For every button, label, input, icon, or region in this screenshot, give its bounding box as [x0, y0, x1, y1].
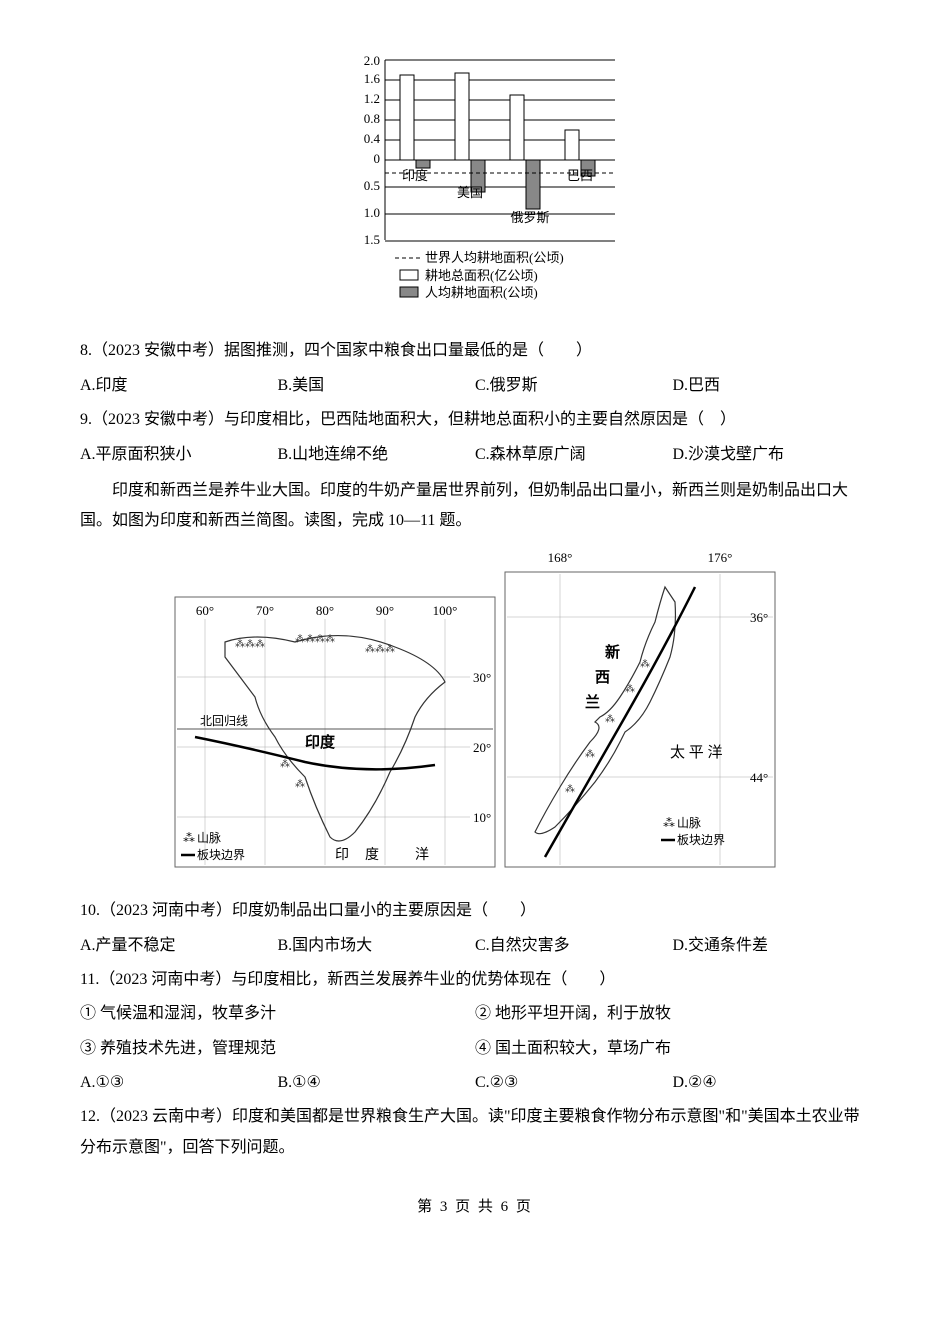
- page-footer: 第 3 页 共 6 页: [80, 1193, 870, 1222]
- category-label: 印度: [402, 168, 428, 183]
- category-label: 美国: [457, 185, 483, 200]
- intro-paragraph-2: 印度和新西兰是养牛业大国。印度的牛奶产量居世界前列，但奶制品出口量小，新西兰则是…: [80, 476, 870, 537]
- bar-total: [455, 73, 469, 160]
- lon-label: 80°: [316, 603, 334, 618]
- ytick-label: 0.4: [364, 131, 381, 146]
- legend-label: 耕地总面积(亿公顷): [425, 268, 538, 283]
- option-a: A.印度: [80, 371, 278, 401]
- svg-text:⁂: ⁂: [585, 749, 595, 760]
- option-d: D.交通条件差: [673, 931, 871, 961]
- option-b: B.美国: [278, 371, 476, 401]
- option-b: B.山地连绵不绝: [278, 440, 476, 470]
- sub-option-3: ③ 养殖技术先进，管理规范: [80, 1034, 475, 1064]
- option-d: D.巴西: [673, 371, 871, 401]
- sub-option-2: ② 地形平坦开阔，利于放牧: [475, 999, 870, 1029]
- lat-label: 44°: [750, 770, 768, 785]
- question-8-options: A.印度 B.美国 C.俄罗斯 D.巴西: [80, 371, 870, 401]
- ytick-label: 0.5: [364, 178, 380, 193]
- lat-label: 10°: [473, 810, 491, 825]
- svg-text:⁂: ⁂: [640, 659, 650, 670]
- bar-chart-figure: 2.0 1.6 1.2 0.8 0.4 0 0.5 1.0 1.5 印度: [80, 40, 870, 311]
- ytick-label: 0: [374, 151, 381, 166]
- sub-option-1: ① 气候温和湿润，牧草多汁: [80, 999, 475, 1029]
- category-label: 俄罗斯: [510, 210, 549, 225]
- country-label-part: 西: [595, 669, 610, 686]
- svg-text:⁂⁂⁂⁂: ⁂⁂⁂⁂: [295, 634, 335, 645]
- lon-label: 100°: [433, 603, 458, 618]
- ytick-label: 1.2: [364, 91, 380, 106]
- sub-option-4: ④ 国土面积较大，草场广布: [475, 1034, 870, 1064]
- bar-total: [565, 130, 579, 160]
- legend-label: 人均耕地面积(公顷): [425, 285, 538, 300]
- lat-label: 30°: [473, 670, 491, 685]
- question-10-stem: 10.（2023 河南中考）印度奶制品出口量小的主要原因是（ ）: [80, 896, 870, 926]
- india-map-frame: [175, 597, 495, 867]
- nz-map-frame: [505, 572, 775, 867]
- legend-mountain-symbol: ⁂: [183, 831, 195, 845]
- option-c: C.俄罗斯: [475, 371, 673, 401]
- bar-chart-svg: 2.0 1.6 1.2 0.8 0.4 0 0.5 1.0 1.5 印度: [305, 40, 645, 300]
- legend-mountain: 山脉: [197, 830, 221, 845]
- bar-total: [510, 95, 524, 160]
- map-figure: 168° 176° 60° 70° 80° 90° 100° 30° 20° 1…: [80, 547, 870, 888]
- bar-percapita: [416, 160, 430, 168]
- tropic-label: 北回归线: [200, 714, 248, 728]
- legend-plate: 板块边界: [197, 848, 245, 862]
- maps-svg: 168° 176° 60° 70° 80° 90° 100° 30° 20° 1…: [165, 547, 785, 877]
- ytick-label: 1.0: [364, 205, 380, 220]
- ocean-label: 太 平 洋: [670, 744, 723, 761]
- country-label-part: 兰: [585, 693, 600, 711]
- option-d: D.沙漠戈壁广布: [673, 440, 871, 470]
- question-12-stem: 12.（2023 云南中考）印度和美国都是世界粮食生产大国。读"印度主要粮食作物…: [80, 1102, 870, 1163]
- bar-total: [400, 75, 414, 160]
- country-label: 印度: [305, 733, 336, 751]
- option-b: B.国内市场大: [278, 931, 476, 961]
- ocean-label: 洋: [415, 847, 429, 863]
- option-a: A.①③: [80, 1068, 278, 1098]
- ytick-label: 1.5: [364, 232, 380, 247]
- svg-text:⁂: ⁂: [625, 684, 635, 695]
- bar-percapita: [526, 160, 540, 209]
- svg-text:⁂: ⁂: [280, 759, 290, 770]
- lat-label: 36°: [750, 610, 768, 625]
- lat-label: 20°: [473, 740, 491, 755]
- ocean-label: 度: [365, 847, 379, 863]
- lon-label: 176°: [708, 550, 733, 565]
- lon-label: 90°: [376, 603, 394, 618]
- question-11-options: A.①③ B.①④ C.②③ D.②④: [80, 1068, 870, 1098]
- question-10-options: A.产量不稳定 B.国内市场大 C.自然灾害多 D.交通条件差: [80, 931, 870, 961]
- option-c: C.②③: [475, 1068, 673, 1098]
- legend-mountain: 山脉: [677, 815, 701, 830]
- option-d: D.②④: [673, 1068, 871, 1098]
- option-a: A.平原面积狭小: [80, 440, 278, 470]
- option-a: A.产量不稳定: [80, 931, 278, 961]
- lon-label: 60°: [196, 603, 214, 618]
- option-c: C.自然灾害多: [475, 931, 673, 961]
- question-11-subopts: ③ 养殖技术先进，管理规范 ④ 国土面积较大，草场广布: [80, 1034, 870, 1064]
- lon-label: 70°: [256, 603, 274, 618]
- lon-label: 168°: [548, 550, 573, 565]
- svg-text:⁂: ⁂: [565, 784, 575, 795]
- question-8-stem: 8.（2023 安徽中考）据图推测，四个国家中粮食出口量最低的是（ ）: [80, 336, 870, 366]
- svg-text:⁂: ⁂: [295, 779, 305, 790]
- ytick-label: 1.6: [364, 71, 381, 86]
- question-11-stem: 11.（2023 河南中考）与印度相比，新西兰发展养牛业的优势体现在（ ）: [80, 965, 870, 995]
- legend-mountain-symbol: ⁂: [663, 816, 675, 830]
- question-11-subopts: ① 气候温和湿润，牧草多汁 ② 地形平坦开阔，利于放牧: [80, 999, 870, 1029]
- option-c: C.森林草原广阔: [475, 440, 673, 470]
- svg-text:⁂: ⁂: [605, 714, 615, 725]
- question-9-stem: 9.（2023 安徽中考）与印度相比，巴西陆地面积大，但耕地总面积小的主要自然原…: [80, 405, 870, 435]
- legend-label: 世界人均耕地面积(公顷): [425, 250, 564, 265]
- option-b: B.①④: [278, 1068, 476, 1098]
- svg-text:⁂⁂⁂: ⁂⁂⁂: [235, 639, 265, 650]
- svg-text:⁂⁂⁂: ⁂⁂⁂: [365, 644, 395, 655]
- question-9-options: A.平原面积狭小 B.山地连绵不绝 C.森林草原广阔 D.沙漠戈壁广布: [80, 440, 870, 470]
- category-label: 巴西: [567, 168, 593, 183]
- country-label-part: 新: [605, 643, 620, 661]
- ocean-label: 印: [335, 847, 349, 863]
- legend-plate: 板块边界: [677, 833, 725, 847]
- ytick-label: 2.0: [364, 53, 380, 68]
- ytick-label: 0.8: [364, 111, 380, 126]
